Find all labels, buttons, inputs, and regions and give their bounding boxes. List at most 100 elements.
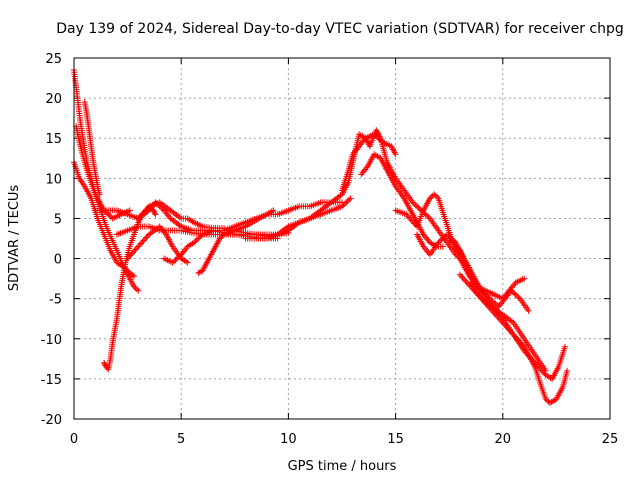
x-axis-label: GPS time / hours: [288, 459, 397, 474]
data-point: [542, 395, 549, 402]
data-point: [521, 275, 528, 282]
data-point: [216, 235, 223, 242]
interp-point: [434, 194, 441, 201]
series-track-20: [456, 271, 549, 374]
data-point: [431, 191, 438, 198]
interp-point: [445, 232, 452, 239]
interp-point: [340, 202, 347, 209]
interp-point: [106, 212, 113, 219]
data-point: [439, 243, 446, 250]
interp-point: [129, 272, 136, 279]
interp-point: [412, 202, 419, 209]
interp-point: [171, 258, 178, 265]
data-point: [409, 199, 416, 206]
interp-point: [196, 234, 203, 241]
y-tick-labels: -20 -15 -10 -5 0 5 10 15 20 25: [41, 52, 62, 428]
x-tick-label: 10: [280, 432, 297, 447]
data-point: [426, 195, 433, 202]
y-tick-label: 0: [54, 253, 62, 268]
interp-point: [515, 294, 522, 301]
interp-point: [509, 288, 516, 295]
interp-point: [514, 292, 521, 299]
data-point: [561, 343, 568, 350]
interp-point: [193, 236, 200, 243]
y-axis-label: SDTVAR / TECUs: [7, 185, 22, 292]
data-point: [96, 191, 103, 198]
interp-point: [428, 194, 435, 201]
data-point: [184, 259, 191, 266]
x-tick-label: 5: [177, 432, 185, 447]
series-track-11: [195, 207, 277, 276]
interp-point: [192, 238, 199, 245]
data-points: [71, 67, 571, 406]
interp-point: [512, 291, 519, 298]
interp-point: [172, 256, 179, 263]
y-tick-label: 10: [45, 172, 62, 187]
series-track-4: [81, 99, 103, 198]
interp-point: [219, 232, 226, 239]
interp-point: [151, 210, 158, 217]
x-tick-label: 15: [387, 432, 404, 447]
interp-point: [441, 234, 448, 241]
series-track-3: [73, 123, 133, 222]
interp-point: [132, 284, 139, 291]
data-point: [191, 239, 198, 246]
series-track-9: [135, 199, 228, 232]
data-point: [339, 203, 345, 210]
x-tick-label: 0: [70, 432, 78, 447]
data-point: [270, 207, 277, 214]
y-tick-label: 15: [45, 132, 62, 147]
data-point: [525, 307, 532, 314]
interp-point: [103, 210, 110, 217]
data-point: [435, 239, 442, 246]
y-tick-label: 5: [54, 212, 62, 227]
series-track-8: [124, 223, 191, 266]
interp-point: [343, 199, 350, 206]
data-point: [152, 211, 159, 218]
y-tick-label: -5: [49, 293, 62, 308]
series-track-15: [358, 151, 446, 250]
chart-title: Day 139 of 2024, Sidereal Day-to-day VTE…: [56, 21, 624, 37]
x-tick-label: 25: [602, 432, 619, 447]
interp-point: [446, 234, 453, 241]
data-point: [508, 287, 515, 294]
interp-point: [195, 235, 202, 242]
interp-point: [432, 192, 439, 199]
data-point: [564, 367, 571, 374]
interp-point: [511, 290, 518, 297]
interp-point: [411, 200, 418, 207]
interp-point: [175, 254, 182, 261]
interp-point: [133, 286, 140, 293]
interp-point: [492, 301, 499, 308]
interp-point: [218, 234, 225, 241]
data-point: [131, 283, 138, 290]
interp-point: [176, 252, 183, 259]
data-point: [131, 273, 138, 280]
interp-point: [151, 208, 158, 215]
data-point: [444, 231, 451, 238]
interp-point: [424, 212, 431, 219]
data-point: [347, 195, 354, 202]
interp-point: [439, 235, 446, 242]
interp-point: [544, 397, 551, 404]
data-point: [169, 259, 176, 266]
interp-point: [173, 255, 180, 262]
x-tick-label: 20: [495, 432, 512, 447]
data-point: [392, 151, 399, 158]
x-tick-labels: 0 5 10 15 20 25: [70, 432, 618, 447]
interp-point: [436, 238, 443, 245]
interp-point: [346, 196, 353, 203]
series-track-14: [339, 127, 463, 262]
data-point: [135, 287, 142, 294]
y-tick-label: -10: [41, 333, 62, 348]
plot-frame: [73, 57, 611, 420]
interp-point: [102, 208, 109, 215]
interp-point: [438, 236, 445, 243]
interp-point: [425, 214, 432, 221]
y-tick-label: -15: [41, 373, 62, 388]
y-tick-label: -20: [41, 413, 62, 428]
data-point: [101, 359, 108, 366]
interp-point: [414, 203, 421, 210]
interp-point: [344, 198, 351, 205]
